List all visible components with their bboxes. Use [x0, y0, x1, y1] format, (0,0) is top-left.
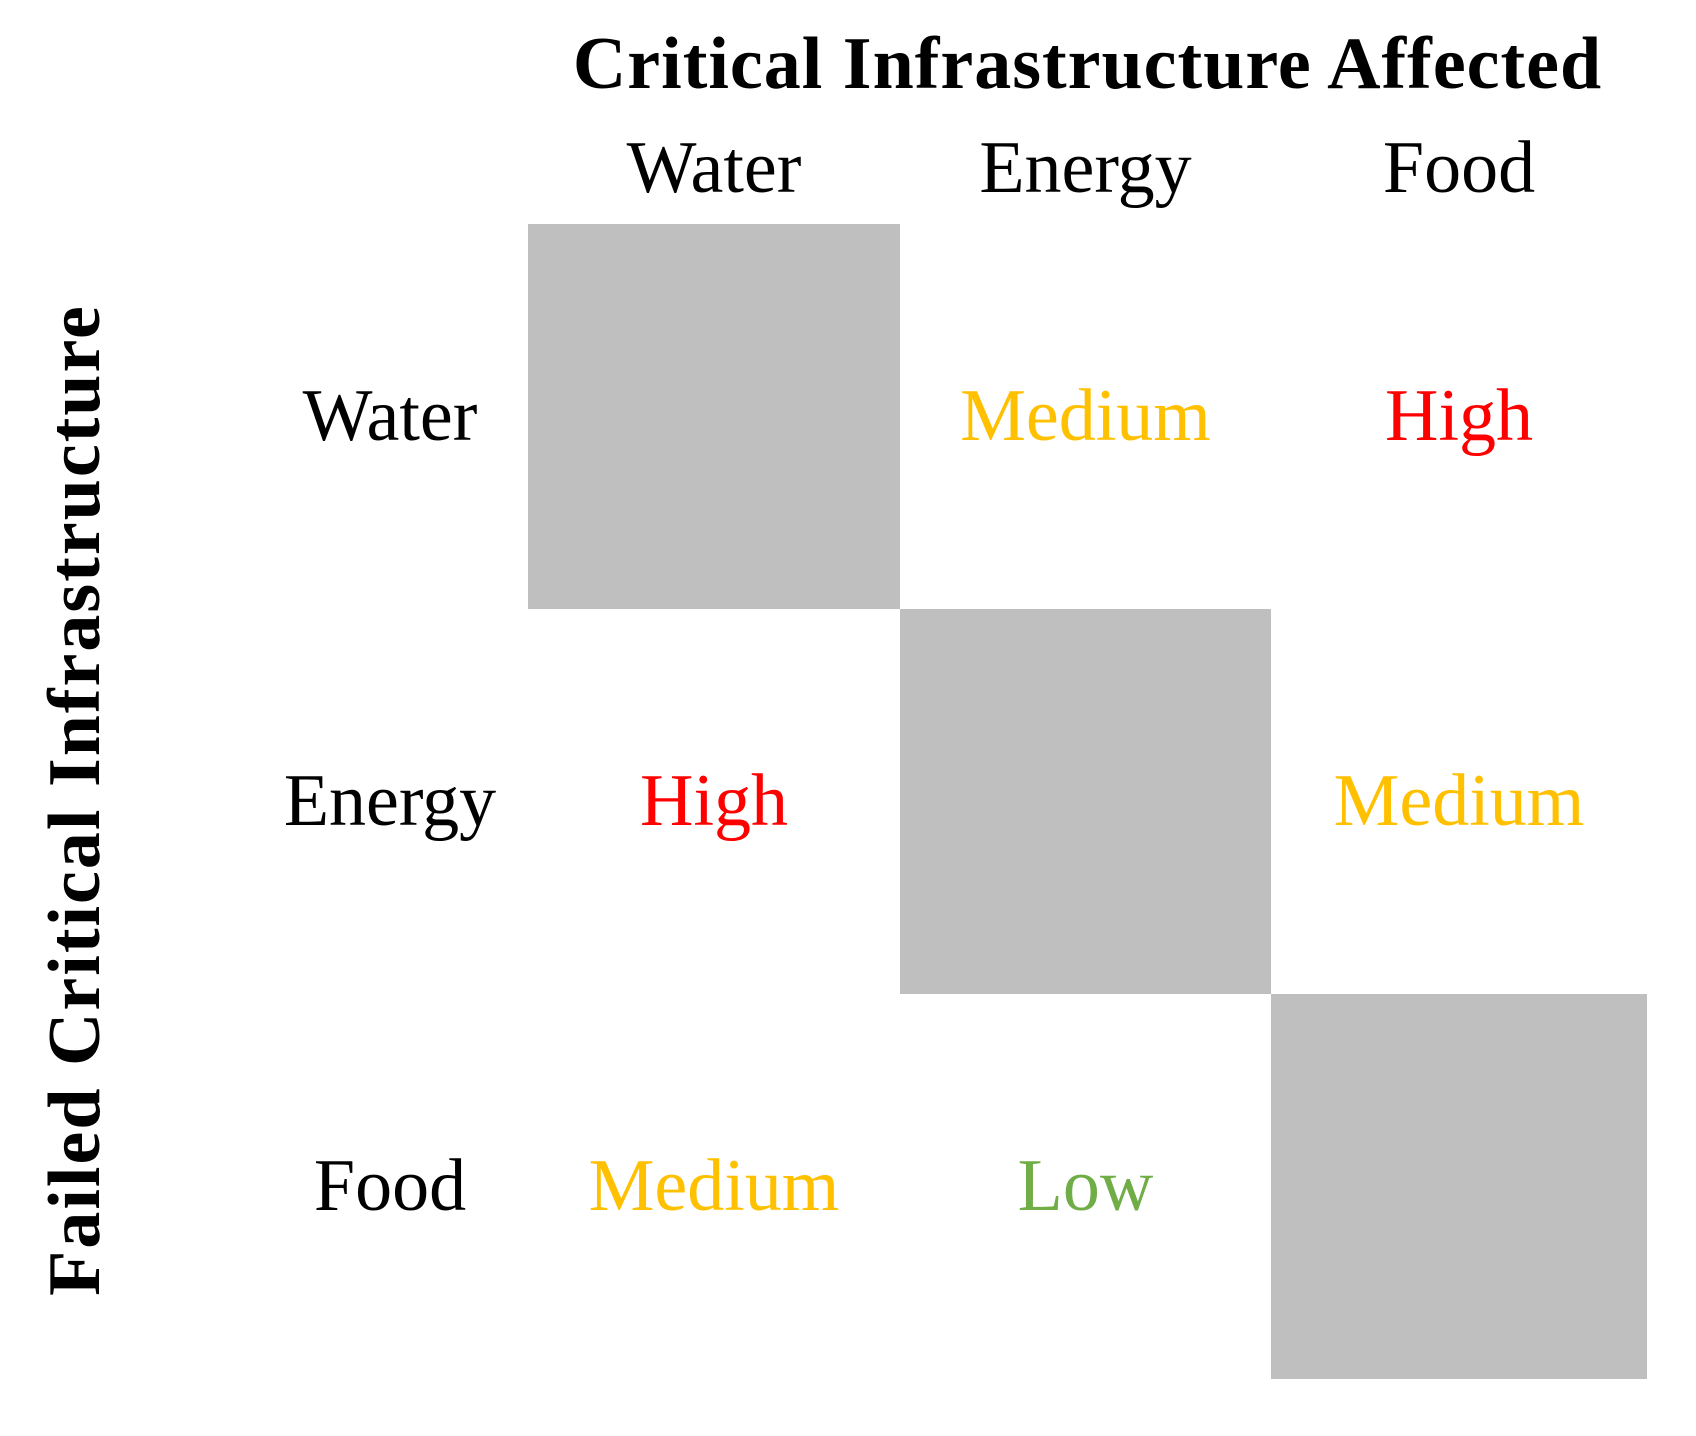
row-label-water: Water: [302, 375, 478, 457]
column-header-water: Water: [626, 126, 802, 209]
row-axis-title: Failed Critical Infrastructure: [33, 304, 116, 1296]
cell-energy-water: High: [640, 760, 788, 842]
row-label-energy: Energy: [283, 760, 497, 842]
column-axis-title: Critical Infrastructure Affected: [572, 22, 1603, 105]
column-header-food: Food: [1382, 126, 1536, 209]
diagonal-block-food: [1271, 994, 1647, 1379]
diagonal-block-water: [528, 224, 900, 609]
cell-energy-food: Medium: [1333, 760, 1585, 842]
row-label-food: Food: [313, 1145, 467, 1227]
column-header-energy: Energy: [979, 126, 1192, 209]
cell-food-water: Medium: [588, 1145, 840, 1227]
cell-water-food: High: [1385, 375, 1533, 457]
cell-water-energy: Medium: [960, 375, 1211, 457]
diagonal-block-energy: [900, 609, 1271, 994]
cell-food-energy: Low: [1017, 1145, 1154, 1227]
